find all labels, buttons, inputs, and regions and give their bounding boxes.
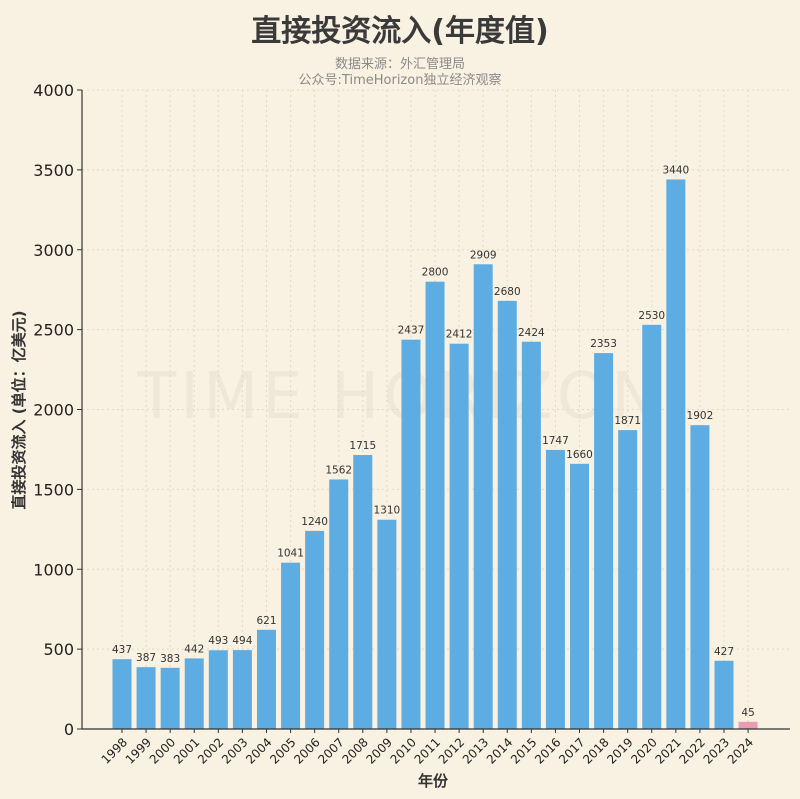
y-tick-label: 3000 (33, 241, 74, 260)
data-label-2017: 1660 (566, 449, 593, 461)
chart-title: 直接投资流入(年度值) (251, 14, 549, 49)
x-tick-label: 2018 (580, 735, 611, 766)
data-label-1998: 437 (112, 644, 132, 656)
x-tick-label: 2000 (147, 735, 178, 766)
data-label-2022: 1902 (687, 410, 714, 422)
bar-2019 (618, 430, 638, 729)
data-label-2004: 621 (256, 615, 276, 627)
data-label-2003: 494 (232, 635, 252, 647)
y-tick-label: 4000 (33, 81, 74, 100)
bar-2005 (281, 562, 301, 729)
x-tick-label: 2008 (339, 735, 370, 766)
data-label-2008: 1715 (349, 440, 376, 452)
x-tick-label: 2014 (484, 735, 515, 766)
bar-2008 (353, 455, 373, 729)
bar-2000 (160, 667, 180, 729)
bar-2015 (521, 341, 541, 729)
data-label-2018: 2353 (590, 338, 617, 350)
data-label-2011: 2800 (422, 267, 449, 279)
bar-1998 (112, 659, 132, 729)
bar-2001 (184, 658, 204, 729)
chart-subtitle-account: 公众号:TimeHorizon独立经济观察 (298, 73, 502, 88)
bar-2011 (425, 281, 445, 729)
x-tick-label: 2020 (628, 735, 659, 766)
y-tick-label: 2000 (33, 401, 74, 420)
x-tick-label: 2004 (243, 735, 274, 766)
y-tick-label: 0 (64, 720, 74, 739)
data-label-2012: 2412 (446, 329, 473, 341)
x-tick-label: 2016 (532, 735, 563, 766)
y-tick-label: 3500 (33, 161, 74, 180)
y-tick-label: 500 (43, 640, 74, 659)
data-label-2015: 2424 (518, 327, 545, 339)
bar-2020 (642, 324, 662, 729)
data-label-2020: 2530 (638, 310, 665, 322)
bar-2018 (594, 353, 614, 729)
bar-2016 (545, 449, 565, 729)
bar-2004 (256, 629, 276, 729)
data-label-2009: 1310 (374, 505, 401, 517)
x-tick-label: 2002 (195, 735, 226, 766)
bar-2014 (497, 300, 517, 729)
x-tick-label: 2001 (171, 735, 202, 766)
data-label-2021: 3440 (662, 164, 689, 176)
x-tick-label: 2023 (701, 735, 732, 766)
data-label-2010: 2437 (398, 325, 425, 337)
x-tick-label: 2012 (436, 735, 467, 766)
x-axis-label: 年份 (418, 772, 449, 790)
bar-2009 (377, 519, 397, 729)
data-label-2000: 383 (160, 653, 180, 665)
x-tick-label: 2009 (364, 735, 395, 766)
x-tick-label: 2021 (652, 735, 683, 766)
watermark: TIME HORIZON (136, 360, 663, 434)
x-tick-label: 2010 (388, 735, 419, 766)
data-label-2019: 1871 (614, 415, 641, 427)
data-label-2005: 1041 (277, 548, 304, 560)
y-tick-label: 1000 (33, 560, 74, 579)
x-tick-label: 2017 (556, 735, 587, 766)
data-label-1999: 387 (136, 652, 156, 664)
x-tick-label: 2011 (412, 735, 443, 766)
x-tick-label: 2015 (508, 735, 539, 766)
chart-subtitle-source: 数据来源：外汇管理局 (334, 57, 465, 72)
x-tick-label: 1999 (123, 735, 154, 766)
data-label-2002: 493 (208, 635, 228, 647)
data-label-2013: 2909 (470, 249, 497, 261)
y-tick-label: 1500 (33, 480, 74, 499)
data-label-2014: 2680 (494, 286, 521, 298)
x-tick-label: 2013 (460, 735, 491, 766)
bar-2024 (738, 721, 758, 729)
bar-2023 (714, 660, 734, 729)
data-label-2023: 427 (714, 646, 734, 658)
bar-2010 (401, 339, 421, 729)
data-label-2024: 45 (741, 707, 754, 719)
bar-2013 (473, 264, 493, 729)
y-axis-label: 直接投资流入 (单位：亿美元) (10, 311, 28, 510)
bar-2012 (449, 343, 469, 729)
bar-2017 (570, 463, 590, 729)
x-tick-label: 2024 (725, 735, 756, 766)
data-label-2001: 442 (184, 643, 204, 655)
x-tick-label: 2005 (267, 735, 298, 766)
data-label-2016: 1747 (542, 435, 569, 447)
data-label-2007: 1562 (325, 464, 352, 476)
x-tick-label: 2007 (315, 735, 346, 766)
bar-2022 (690, 425, 710, 729)
bar-2006 (305, 530, 325, 729)
bar-2021 (666, 179, 686, 729)
bar-2002 (208, 650, 228, 729)
x-tick-label: 2022 (677, 735, 708, 766)
x-tick-label: 2006 (291, 735, 322, 766)
bar-2003 (232, 650, 252, 729)
x-tick-label: 2019 (604, 735, 635, 766)
bar-1999 (136, 667, 156, 729)
x-tick-label: 2003 (219, 735, 250, 766)
bar-2007 (329, 479, 349, 729)
y-tick-label: 2500 (33, 321, 74, 340)
x-tick-label: 1998 (99, 735, 130, 766)
data-label-2006: 1240 (301, 516, 328, 528)
